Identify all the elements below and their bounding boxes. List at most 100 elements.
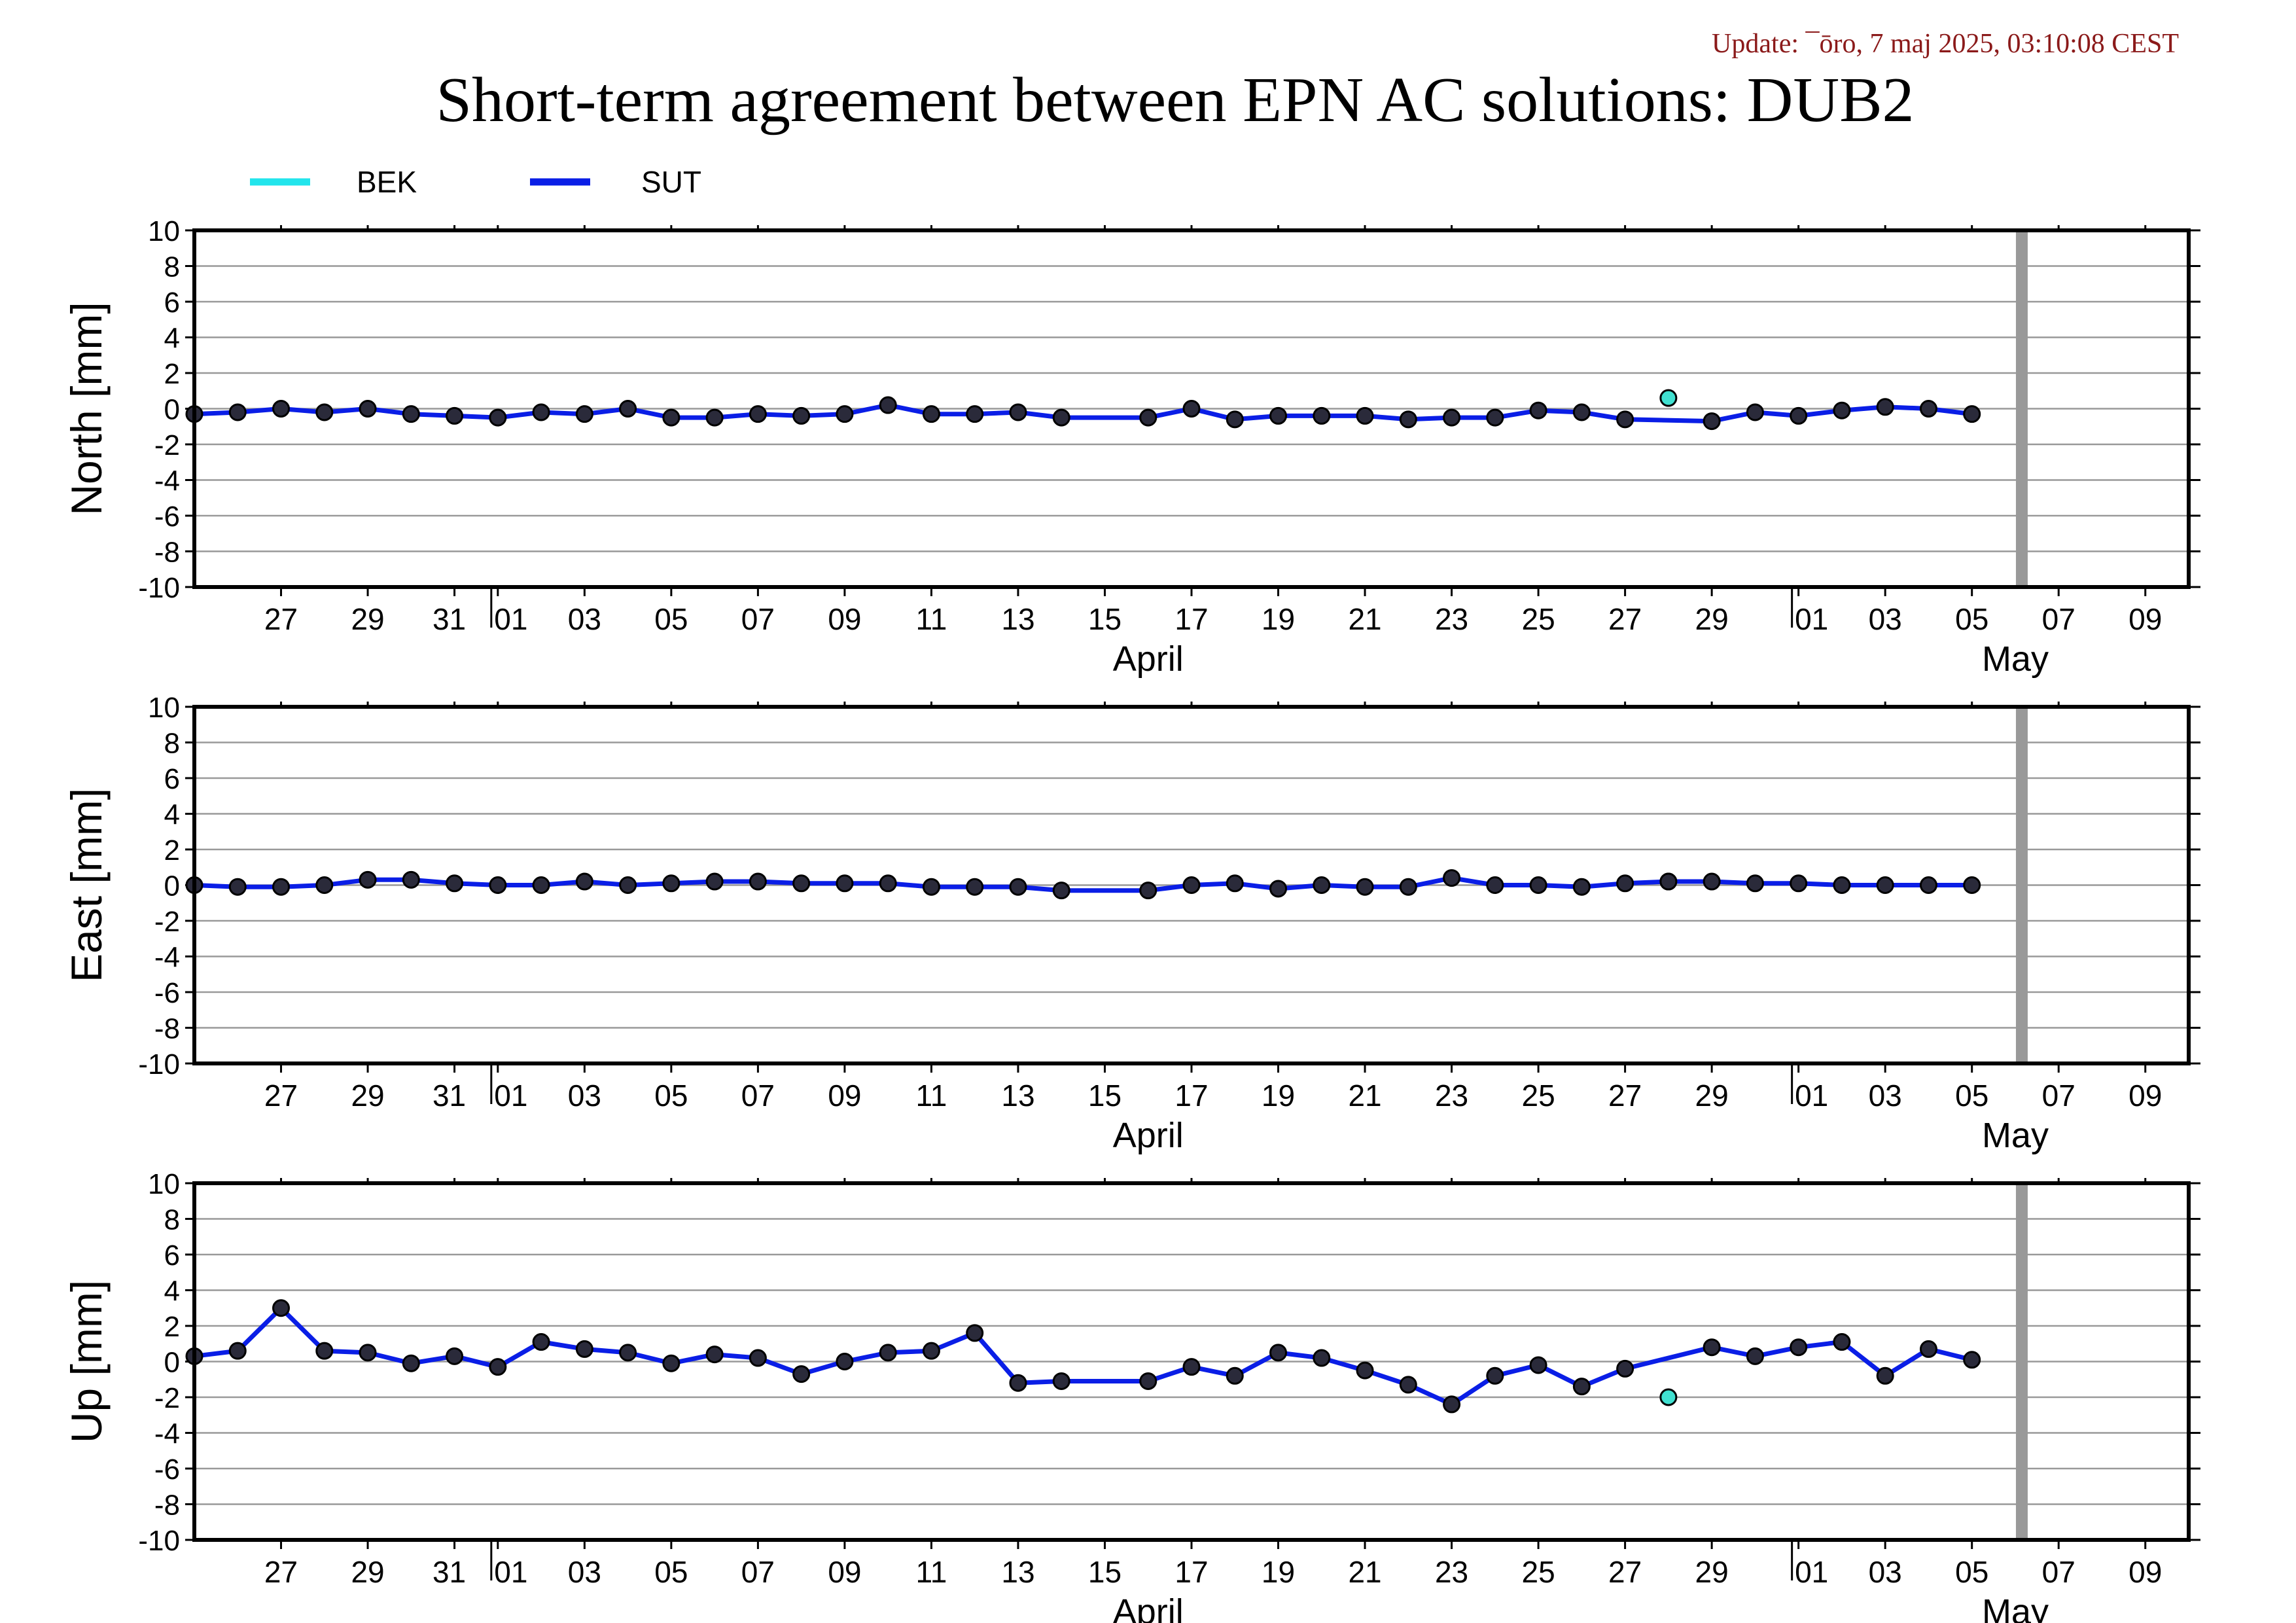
x-tick-label: 29 [1695,1079,1729,1113]
x-tick-label: 03 [568,1555,601,1589]
data-point-sut [1572,403,1591,421]
data-point-sut [705,1346,724,1364]
x-tick-label: 21 [1348,602,1381,636]
data-point-sut [1443,869,1461,887]
data-point-sut [836,1353,854,1370]
x-tick-label: 25 [1522,602,1555,636]
data-point-sut [1226,410,1244,429]
data-point-sut [619,1344,637,1362]
plot-frame [192,705,2191,1065]
chart-title: Short-term agreement between EPN AC solu… [436,65,1914,135]
data-point-sut [792,874,811,893]
data-point-sut [1356,878,1374,896]
data-point-sut [1399,410,1417,429]
now-marker-bar [2015,1183,2028,1540]
data-point-sut [966,405,984,423]
x-tick-label: 07 [741,602,775,636]
data-point-sut [1790,874,1808,893]
data-point-sut [1572,878,1591,896]
data-point-sut [1269,406,1288,425]
month-label: May [1982,1116,2049,1155]
month-label: April [1113,1592,1184,1623]
data-point-sut [532,876,550,894]
y-tick-label: -8 [154,1489,180,1522]
panel-up: 10 8 642 0-2 -4 -6-8-10 Up [mm] 27 29 31 01 03 05 07 0… [62,1168,2200,1623]
data-point-sut [1529,401,1547,419]
x-tick-label: 25 [1522,1079,1555,1113]
now-marker-bar [2015,707,2028,1063]
y-tick-label: -2 [154,906,180,938]
data-point-sut [228,878,247,896]
x-tick-label: 09 [828,1555,861,1589]
x-tick-label: 23 [1435,602,1468,636]
y-tick-label: -6 [154,501,180,533]
data-point-sut [1009,1374,1027,1392]
y-tick-label: -4 [154,942,180,974]
data-point-sut [1746,874,1764,893]
x-tick-label: 09 [2128,602,2162,636]
data-point-sut [879,874,897,893]
y-tick-label: 4 [164,323,180,355]
x-tick-label: 29 [1695,1555,1729,1589]
x-tick-label: 03 [1869,602,1902,636]
data-point-sut [879,1344,897,1362]
x-tick-label: 27 [264,1555,298,1589]
x-tick-label: 05 [654,1079,688,1113]
data-point-sut [1529,876,1547,894]
data-point-sut [1313,406,1331,425]
panel-north: 10 8 6 42 0-2 -4 -6 -8-10 North [mm] 27 29 31 01 03 05… [62,215,2200,679]
data-point-bek [1659,389,1678,407]
data-point-sut [575,872,593,891]
data-point-sut [749,1349,767,1367]
x-tick-label: 15 [1088,602,1122,636]
legend-label-sut: SUT [641,165,701,199]
data-point-sut [662,1354,680,1372]
data-point-sut [1616,1359,1634,1378]
month-label: April [1113,639,1184,679]
x-tick-label: 11 [916,602,947,636]
data-point-sut [1486,408,1504,427]
x-tick-label: 15 [1088,1555,1122,1589]
x-tick-label: 03 [1869,1079,1902,1113]
data-point-sut [575,1340,593,1358]
y-tick-label: 4 [164,1275,180,1308]
y-axis-label: North [mm] [62,302,111,515]
data-point-sut [836,405,854,423]
x-tick-label: 01 [1795,602,1828,636]
x-tick-label: 29 [351,602,384,636]
data-point-sut [532,403,550,421]
y-tick-label: 10 [148,692,180,724]
data-point-sut [228,1342,247,1360]
y-tick-label: -6 [154,977,180,1009]
x-tick-label: 09 [2128,1555,2162,1589]
data-point-sut [489,876,507,894]
month-label: April [1113,1116,1184,1155]
y-tick-label: -6 [154,1454,180,1486]
data-point-sut [1833,1333,1851,1351]
x-tick-label: 31 [433,1555,466,1589]
x-tick-label: 13 [1001,602,1034,636]
x-tick-label: 27 [264,602,298,636]
data-point-sut [1746,1347,1764,1365]
data-point-sut [446,1347,464,1365]
data-point-sut [1963,876,1981,894]
data-point-sut [922,405,940,423]
x-tick-label: 07 [2042,1079,2075,1113]
data-point-sut [1616,874,1634,893]
x-tick-label: 07 [2042,602,2075,636]
data-point-sut [619,876,637,894]
data-point-sut [489,408,507,427]
y-tick-label: 6 [164,763,180,795]
update-timestamp: Update: ¯ōro, 7 maj 2025, 03:10:08 CEST [1712,29,2179,59]
y-tick-label: -2 [154,429,180,461]
x-tick-label: 01 [494,1079,527,1113]
y-tick-label: -10 [138,1525,180,1557]
data-point-sut [1356,406,1374,425]
y-tick-label: 8 [164,728,180,760]
plot-frame [192,228,2191,589]
x-tick-label: 01 [494,1555,527,1589]
y-tick-label: 0 [164,1347,180,1379]
x-tick-label: 31 [433,602,466,636]
y-tick-label: 0 [164,394,180,426]
data-point-sut [1182,1358,1201,1376]
